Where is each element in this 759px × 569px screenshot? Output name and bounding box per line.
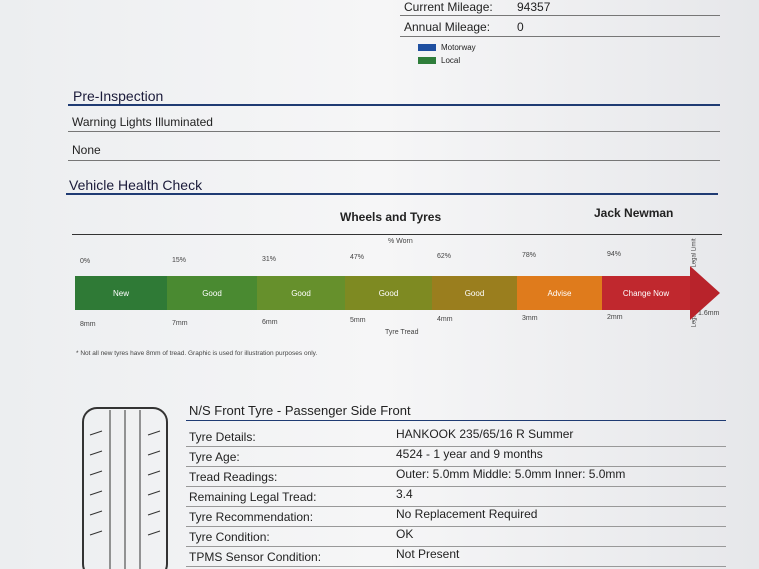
- row-value: Outer: 5.0mm Middle: 5.0mm Inner: 5.0mm: [396, 467, 626, 481]
- legend-label: Motorway: [441, 43, 476, 52]
- gauge-title: Tyre Tread: [385, 329, 419, 336]
- worn-label: 31%: [262, 255, 277, 263]
- gauge-arrow: [690, 266, 720, 320]
- value: None: [72, 143, 101, 157]
- label: Current Mileage:: [404, 0, 493, 14]
- row-rule: [186, 526, 726, 527]
- row-label: Tyre Details:: [189, 430, 256, 444]
- worn-label: 0%: [80, 258, 91, 265]
- section-title: Pre-Inspection: [73, 88, 164, 104]
- gauge-title: % Worn: [388, 238, 413, 245]
- gauge-segment: Advise: [517, 276, 602, 310]
- legend-swatch: [418, 57, 436, 64]
- row-value: 4524 - 1 year and 9 months: [396, 447, 543, 461]
- worn-label: 15%: [172, 256, 187, 264]
- row-label: Remaining Legal Tread:: [189, 490, 317, 504]
- tread-label: 3mm: [522, 315, 538, 322]
- worn-label: 62%: [437, 253, 452, 261]
- row-rule: [186, 486, 726, 487]
- row-label: Tyre Condition:: [189, 530, 270, 544]
- label: Warning Lights Illuminated: [72, 115, 213, 129]
- tread-label: 4mm: [437, 316, 453, 324]
- value: 0: [517, 20, 524, 34]
- gauge-segment: Change Now: [602, 276, 690, 310]
- gauge-segment: Good: [345, 276, 432, 310]
- row-value: Not Present: [396, 547, 460, 561]
- row-value: No Replacement Required: [396, 507, 538, 521]
- row-rule: [186, 506, 726, 507]
- tread-label: 5mm: [350, 317, 366, 325]
- tyre-title: N/S Front Tyre - Passenger Side Front: [189, 403, 411, 418]
- technician: Jack Newman: [594, 206, 674, 220]
- tread-label: 2mm: [607, 313, 623, 321]
- row-value: OK: [396, 527, 414, 541]
- row-value: HANKOOK 235/65/16 R Summer: [396, 427, 574, 441]
- footnote: * Not all new tyres have 8mm of tread. G…: [76, 350, 318, 357]
- worn-label: 78%: [522, 252, 537, 259]
- row-value: 3.4: [396, 487, 413, 501]
- legal-limit: Legal Limit: [691, 238, 698, 268]
- section-title: Vehicle Health Check: [69, 177, 203, 193]
- gauge-segment: New: [75, 276, 167, 310]
- row-label: Tyre Recommendation:: [189, 510, 314, 524]
- gauge-segment: Good: [432, 276, 517, 310]
- section-title: Wheels and Tyres: [340, 210, 442, 224]
- tread-label: 6mm: [262, 318, 278, 326]
- row-label: TPMS Sensor Condition:: [189, 550, 322, 564]
- tread-label: 8mm: [80, 321, 96, 328]
- row-rule: [186, 466, 726, 467]
- legend-swatch: [418, 44, 436, 51]
- value: 94357: [517, 0, 551, 14]
- row-rule: [186, 446, 726, 447]
- row-label: Tyre Age:: [189, 450, 240, 464]
- row-rule: [186, 566, 726, 567]
- tread-label: 1.6mm: [698, 310, 720, 317]
- tread-label: 7mm: [172, 319, 188, 327]
- legend-label: Local: [441, 56, 461, 65]
- worn-label: 94%: [607, 250, 622, 258]
- worn-label: 47%: [350, 254, 365, 262]
- label: Annual Mileage:: [404, 20, 491, 34]
- gauge-segment: Good: [167, 276, 257, 310]
- row-rule: [186, 546, 726, 547]
- gauge-segment: Good: [257, 276, 345, 310]
- row-label: Tread Readings:: [189, 470, 278, 484]
- tyre-icon: [82, 407, 168, 569]
